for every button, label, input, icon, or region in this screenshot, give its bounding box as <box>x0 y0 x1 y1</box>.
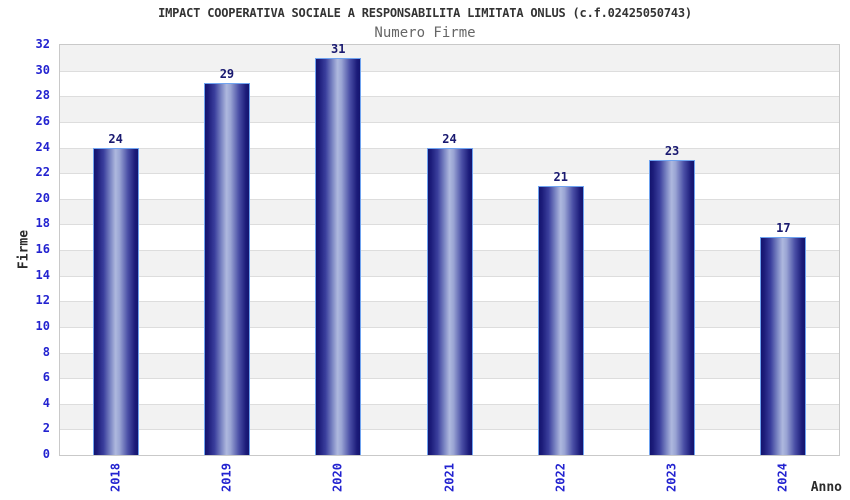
bar-value-label: 29 <box>219 67 235 82</box>
y-tick-label: 24 <box>35 139 50 154</box>
y-tick-label: 14 <box>35 267 50 282</box>
chart-title: IMPACT COOPERATIVA SOCIALE A RESPONSABIL… <box>158 6 692 20</box>
bar-value-label: 23 <box>664 144 680 159</box>
x-tick-label-2021: 2021 <box>442 463 456 492</box>
gridline <box>60 96 839 98</box>
chart-subtitle: Numero Firme <box>374 25 476 41</box>
y-tick-label: 22 <box>35 165 50 180</box>
y-tick-label: 30 <box>35 62 50 77</box>
y-tick-label: 2 <box>42 421 50 436</box>
bar-2019 <box>203 83 250 455</box>
y-tick-label: 26 <box>35 113 50 128</box>
bar-2021 <box>426 147 473 455</box>
y-tick-label: 12 <box>35 293 50 308</box>
gridline <box>60 70 839 72</box>
bar-value-label: 24 <box>442 131 457 146</box>
x-tick-label-2024: 2024 <box>775 463 790 492</box>
x-tick-label-2018: 2018 <box>108 463 123 492</box>
bar-2020 <box>315 57 362 455</box>
bar-value-label: 24 <box>108 131 123 146</box>
bar-2018 <box>92 147 139 455</box>
y-tick-label: 18 <box>35 216 50 231</box>
y-tick-label: 28 <box>35 88 50 103</box>
bar-2023 <box>649 160 696 455</box>
bar-2022 <box>537 185 584 455</box>
plot-shaded-band <box>60 96 839 122</box>
x-tick-label-2023: 2023 <box>664 463 679 492</box>
plot-shaded-band <box>60 45 839 71</box>
x-axis-title: Anno <box>810 480 842 495</box>
bar-value-label: 21 <box>553 169 568 184</box>
x-tick-label-2019: 2019 <box>219 463 234 492</box>
bar-value-label: 31 <box>330 41 346 56</box>
x-tick-label-2022: 2022 <box>553 463 568 492</box>
y-tick-label: 8 <box>42 344 50 359</box>
y-tick-label: 4 <box>42 395 50 410</box>
gridline <box>60 121 839 123</box>
y-tick-label: 32 <box>35 37 50 51</box>
bar-value-label: 17 <box>776 221 791 236</box>
y-tick-label: 20 <box>35 190 50 205</box>
plot-area <box>59 44 840 456</box>
bar-2024 <box>760 237 807 455</box>
y-tick-label: 16 <box>35 242 50 256</box>
y-tick-label: 10 <box>35 318 50 333</box>
y-tick-label: 6 <box>42 370 50 385</box>
x-tick-label-2020: 2020 <box>330 463 345 492</box>
y-tick-label: 0 <box>42 447 50 461</box>
